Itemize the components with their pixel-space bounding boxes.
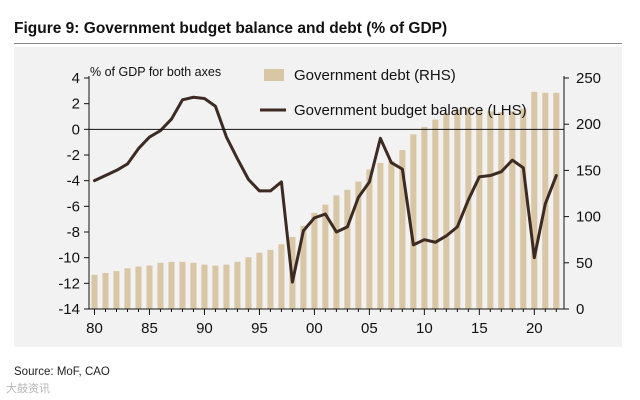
right-tick-label-0: 0: [576, 301, 584, 318]
debt-bar-2001: [322, 204, 329, 309]
axis-note: % of GDP for both axes: [90, 65, 221, 79]
debt-bar-2006: [377, 163, 384, 309]
x-tick-label-20: 20: [526, 320, 543, 337]
debt-bar-2016: [487, 111, 494, 309]
debt-bar-1980: [91, 274, 98, 309]
source-note: Source: MoF, CAO: [14, 366, 110, 378]
watermark: 大鼓资讯: [6, 383, 50, 395]
debt-bar-1985: [146, 265, 153, 309]
x-tick-label-10: 10: [416, 320, 433, 337]
x-tick-label-90: 90: [196, 320, 213, 337]
x-tick-label-95: 95: [251, 320, 268, 337]
right-tick-label-150: 150: [576, 162, 601, 179]
legend-label-debt: Government debt (RHS): [294, 67, 456, 84]
debt-bar-2004: [355, 181, 362, 309]
debt-bar-2002: [333, 195, 340, 309]
left-tick-label-2: 2: [72, 96, 80, 113]
left-tick-label-4: 4: [72, 70, 80, 87]
left-tick-label--6: -6: [67, 198, 80, 215]
debt-bar-1986: [157, 262, 164, 309]
left-tick-label--14: -14: [58, 301, 80, 318]
balance-line-layer: [93, 95, 558, 284]
left-tick-label--2: -2: [67, 147, 80, 164]
debt-bar-2008: [399, 150, 406, 309]
x-tick-label-00: 00: [306, 320, 323, 337]
debt-bar-1991: [212, 265, 219, 309]
debt-bar-2022: [553, 92, 560, 309]
x-tick-label-05: 05: [361, 320, 378, 337]
debt-bar-1997: [278, 244, 285, 309]
debt-bar-2018: [509, 111, 516, 309]
debt-bars: [91, 91, 560, 309]
debt-bar-2019: [520, 108, 527, 309]
legend-label-balance: Government budget balance (LHS): [294, 102, 527, 119]
right-tick-label-200: 200: [576, 116, 601, 133]
debt-bar-1995: [256, 252, 263, 309]
legend: Government debt (RHS) Government budget …: [260, 67, 527, 119]
debt-bar-2010: [421, 126, 428, 309]
debt-bar-2014: [465, 107, 472, 309]
title-rule: [14, 43, 622, 44]
debt-bar-2015: [476, 109, 483, 309]
debt-bar-1982: [113, 271, 120, 309]
x-tick-label-15: 15: [471, 320, 488, 337]
debt-bar-1989: [190, 262, 197, 309]
left-tick-label--12: -12: [58, 275, 80, 292]
debt-bar-1987: [168, 261, 175, 309]
debt-bar-2011: [432, 119, 439, 309]
left-tick-label--4: -4: [67, 173, 80, 190]
debt-bar-1983: [124, 268, 131, 309]
debt-bar-2007: [388, 161, 395, 309]
right-tick-label-100: 100: [576, 209, 601, 226]
debt-bar-2020: [531, 91, 538, 309]
left-tick-label--8: -8: [67, 224, 80, 241]
debt-bar-1984: [135, 266, 142, 309]
debt-bar-2012: [443, 113, 450, 309]
debt-bar-1988: [179, 261, 186, 309]
debt-bar-1993: [234, 261, 241, 309]
debt-bar-1996: [267, 249, 274, 309]
debt-bar-2000: [311, 212, 318, 309]
debt-bar-1999: [300, 225, 307, 309]
debt-bar-1994: [245, 257, 252, 309]
right-tick-label-250: 250: [576, 70, 601, 87]
left-tick-label--10: -10: [58, 250, 80, 267]
right-tick-label-50: 50: [576, 255, 593, 272]
debt-bar-2003: [344, 189, 351, 309]
chart-title: Figure 9: Government budget balance and …: [14, 20, 448, 37]
chart-panel: 4 2 0 -2 -4 -6 -8 -10 -12 -14 250 200 150 100 50 0 80 85 9…: [14, 47, 622, 347]
x-tick-label-80: 80: [86, 320, 103, 337]
left-tick-label-0: 0: [72, 121, 80, 138]
debt-bar-1992: [223, 264, 230, 309]
debt-bar-2005: [366, 169, 373, 309]
legend-swatch-debt: [264, 69, 284, 81]
debt-bar-1981: [102, 272, 109, 309]
debt-bar-2013: [454, 109, 461, 309]
debt-bar-2017: [498, 112, 505, 309]
debt-bar-2009: [410, 134, 417, 309]
x-tick-label-85: 85: [141, 320, 158, 337]
debt-bar-1990: [201, 264, 208, 309]
